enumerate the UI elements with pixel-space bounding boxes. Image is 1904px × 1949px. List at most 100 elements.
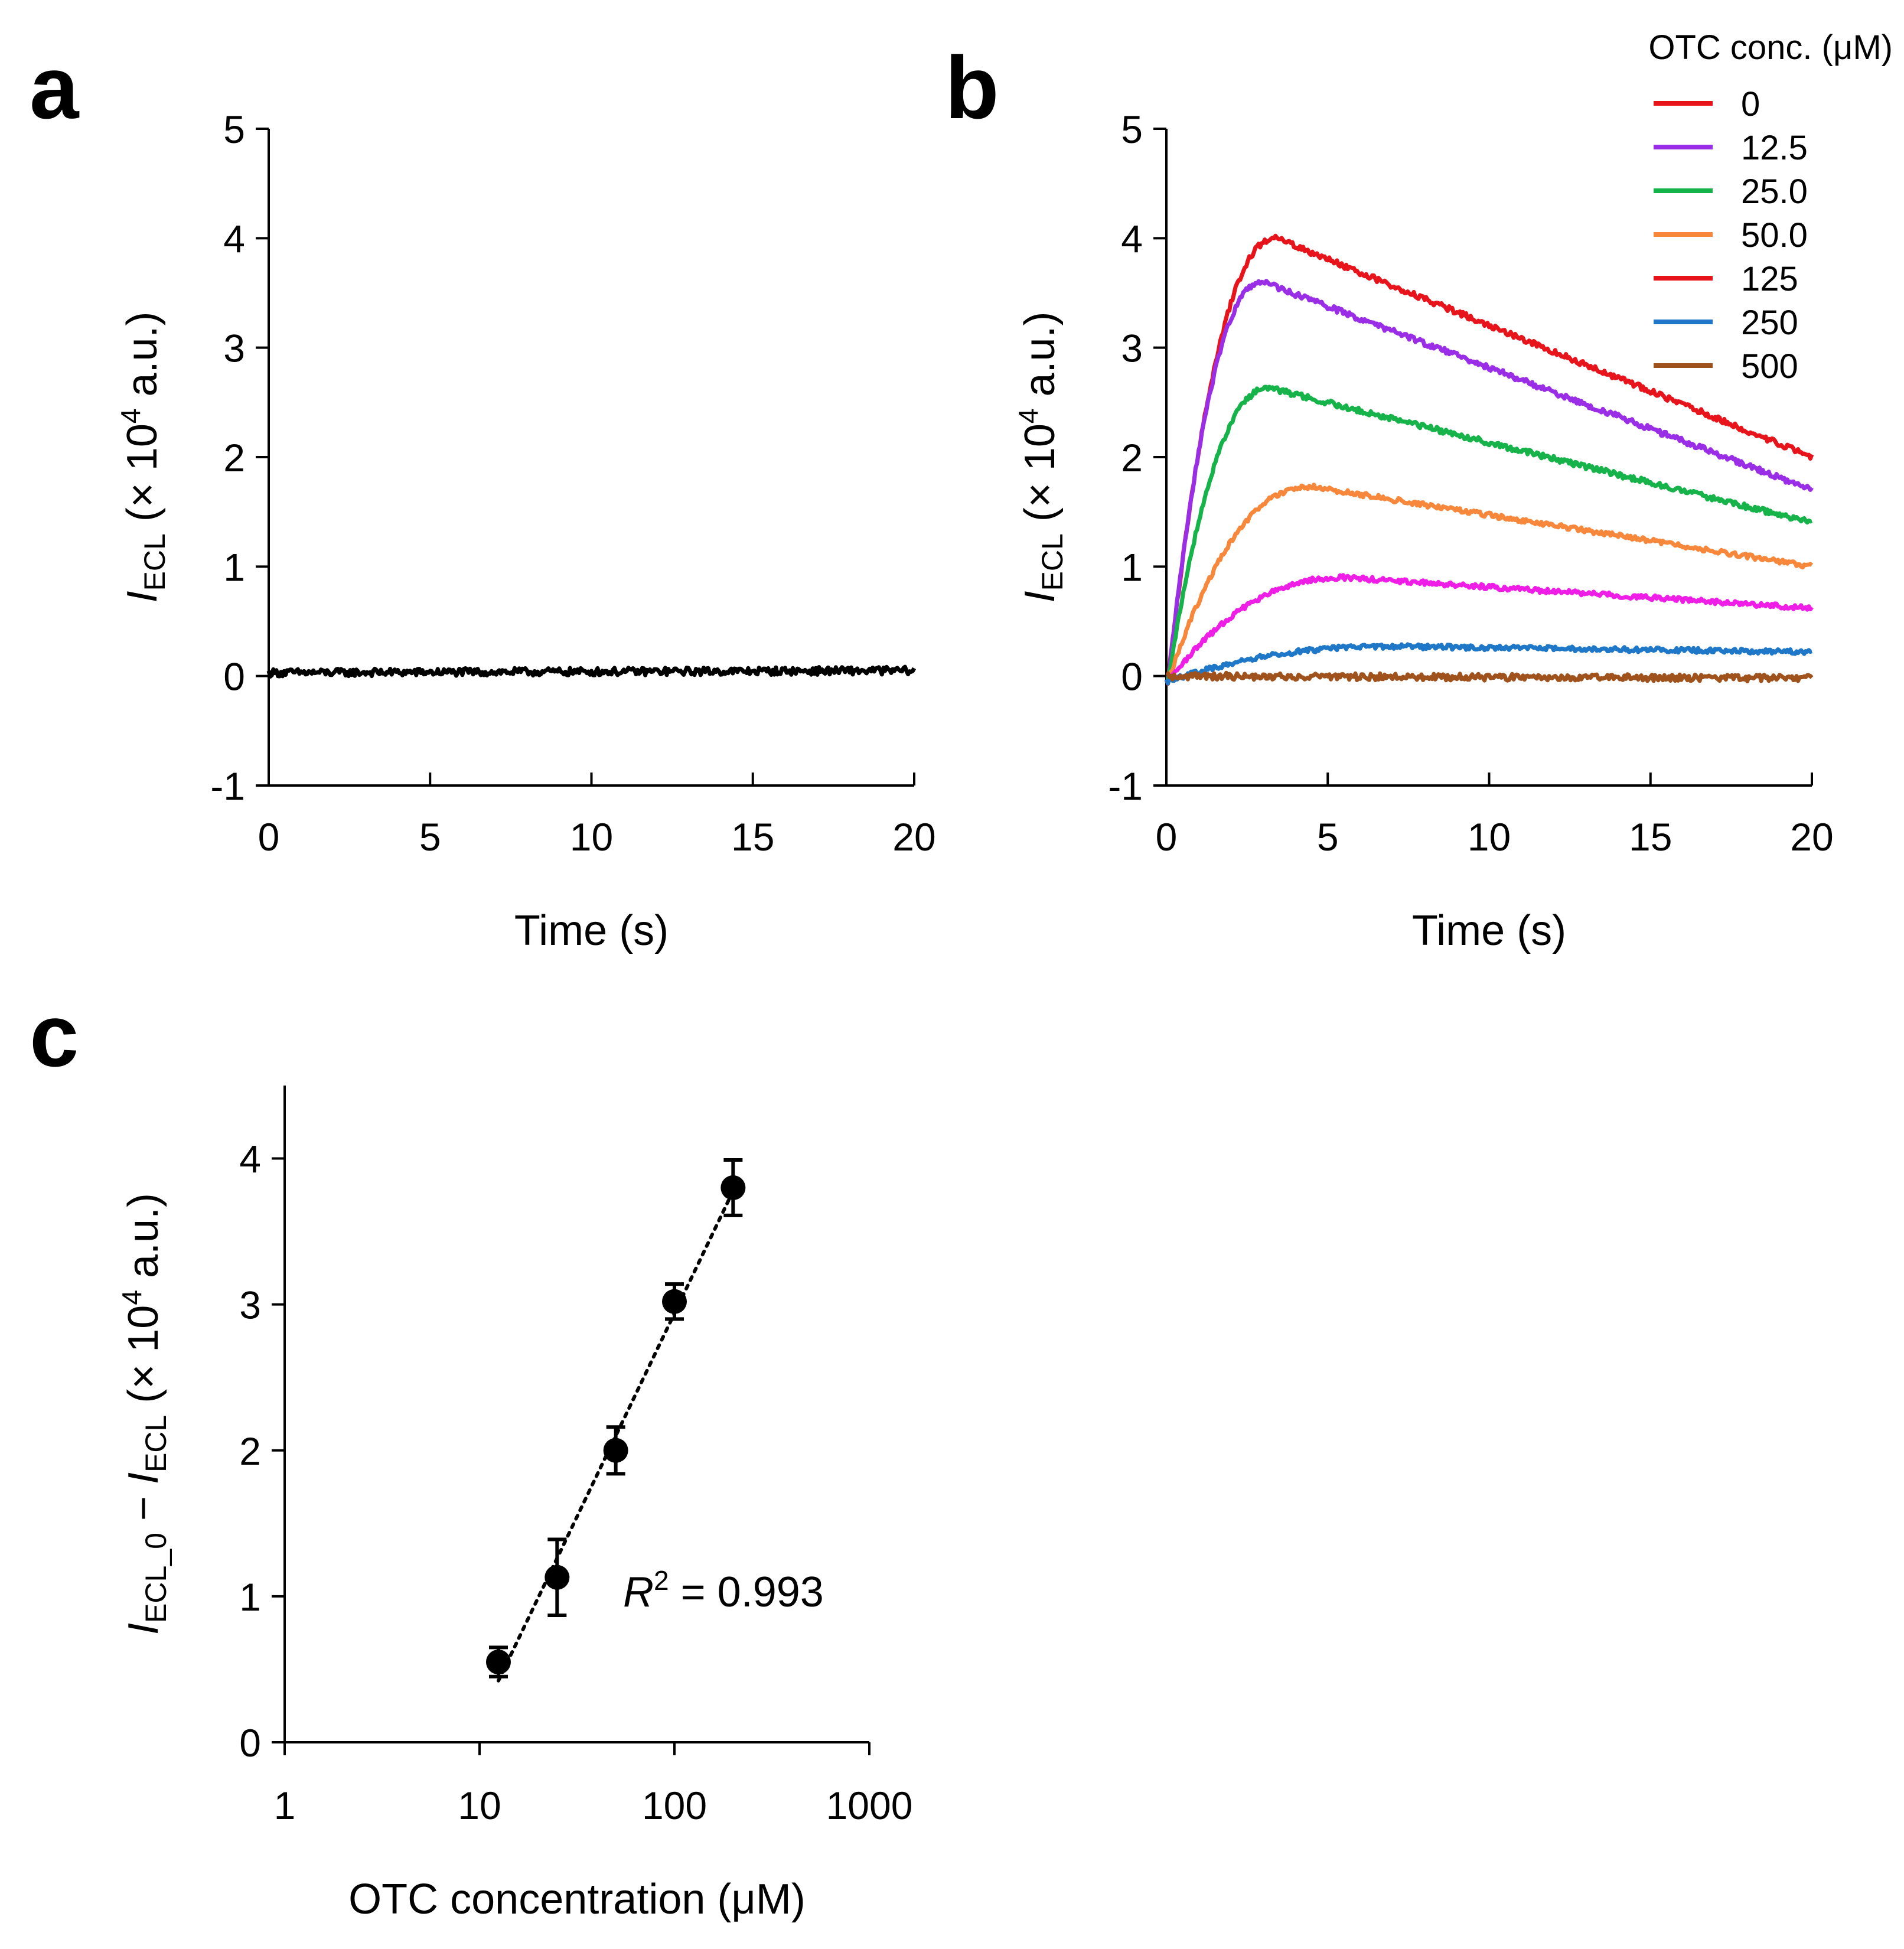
legend-b: OTC conc. (μM) 0 12.5 25.0 50.0 125 250 500 (1648, 28, 1893, 386)
fit-line (496, 1189, 735, 1683)
x-tick-label-a: 10 (570, 815, 613, 859)
y-axis-title-b-sup: 4 (1013, 409, 1044, 424)
r-squared-sup: 2 (654, 1565, 669, 1596)
x-tick-label-c: 100 (642, 1784, 707, 1827)
ticks-b: -1 0 1 2 3 4 5 0 5 10 15 20 (1108, 107, 1833, 859)
x-tick-label-b: 15 (1629, 815, 1672, 859)
r-squared-italic: R (623, 1569, 654, 1616)
y-axis-title-a-italic: I (119, 591, 166, 603)
panel-letter-b: b (945, 38, 999, 137)
y-axis-title-b-rest: (× 10 (1016, 423, 1064, 533)
y-axis-title-c: IECL_0 − IECL (× 104 a.u.) (116, 1193, 172, 1635)
x-axis-title-a: Time (s) (514, 907, 669, 954)
legend-label: 125 (1741, 260, 1798, 298)
data-point (662, 1289, 687, 1314)
x-tick-label-b: 5 (1317, 815, 1339, 859)
series-line-b (1164, 642, 1813, 686)
x-tick-label-a: 20 (892, 815, 935, 859)
axes-a (268, 129, 914, 787)
y-axis-title-b-tail: a.u.) (1016, 311, 1064, 408)
legend-label: 0 (1741, 85, 1760, 123)
data-point (485, 1650, 511, 1675)
y-axis-title-c-rest2: (× 10 (120, 1305, 167, 1415)
y-tick-label-a: -1 (210, 764, 245, 808)
x-tick-label-c: 1000 (826, 1784, 913, 1827)
legend-label: 250 (1741, 304, 1798, 342)
r-squared-rest: = 0.993 (669, 1569, 824, 1616)
x-tick-label-b: 0 (1156, 815, 1178, 859)
y-tick-label-c: 4 (239, 1138, 261, 1181)
y-tick-label-a: 5 (223, 107, 245, 151)
y-axis-title-b: IECL (× 104 a.u.) (1013, 311, 1069, 602)
y-tick-label-a: 3 (223, 327, 245, 370)
y-tick-label-b: 3 (1121, 327, 1143, 370)
legend-label: 50.0 (1741, 216, 1808, 255)
y-tick-label-a: 0 (223, 655, 245, 699)
axes-b (1165, 129, 1812, 787)
y-tick-label-b: -1 (1108, 764, 1143, 808)
series-a (266, 664, 917, 679)
series-line-b (1165, 483, 1814, 684)
y-axis-title-a-sup: 4 (115, 409, 146, 424)
y-tick-label-b: 0 (1121, 655, 1143, 699)
panel-letter-a: a (30, 38, 80, 137)
x-tick-label-a: 5 (419, 815, 441, 859)
legend-label: 25.0 (1741, 172, 1808, 211)
y-tick-label-b: 4 (1121, 217, 1143, 260)
x-tick-label-c: 10 (458, 1784, 501, 1827)
y-axis-title-c-italic2: I (120, 1472, 167, 1484)
y-axis-title-c-rest: − (120, 1484, 167, 1533)
x-tick-label-b: 20 (1790, 815, 1833, 859)
axes-c (283, 1086, 869, 1743)
y-tick-label-c: 2 (239, 1429, 261, 1473)
series-line-b (1165, 384, 1813, 683)
y-tick-label-b: 1 (1121, 545, 1143, 589)
y-axis-title-a-tail: a.u.) (119, 311, 166, 408)
y-axis-title-b-sub: ECL (1036, 533, 1069, 591)
y-tick-label-a: 4 (223, 217, 245, 260)
x-tick-label-c: 1 (274, 1784, 296, 1827)
y-axis-title-c-sup: 4 (116, 1290, 147, 1305)
data-point (603, 1438, 628, 1463)
y-axis-title-c-italic: I (120, 1623, 167, 1635)
y-axis-title-c-sub: ECL_0 (139, 1533, 172, 1623)
y-tick-label-b: 5 (1121, 107, 1143, 151)
y-axis-title-a-sub: ECL (138, 533, 171, 591)
legend-title: OTC conc. (μM) (1648, 28, 1893, 67)
y-axis-title-c-tail: a.u.) (120, 1193, 167, 1290)
series-line-b (1165, 279, 1814, 682)
y-tick-label-a: 2 (223, 436, 245, 480)
data-point (720, 1175, 746, 1200)
series-line-a (266, 664, 917, 679)
legend-label: 500 (1741, 347, 1798, 386)
series-line-b (1164, 573, 1814, 685)
y-tick-label-c: 0 (239, 1721, 261, 1765)
series-line-b (1164, 233, 1814, 686)
series-line-b (1165, 670, 1814, 684)
x-tick-label-a: 0 (258, 815, 280, 859)
x-tick-label-b: 10 (1468, 815, 1511, 859)
x-axis-title-c: OTC concentration (μM) (348, 1876, 806, 1923)
y-axis-title-a: IECL (× 104 a.u.) (115, 311, 171, 602)
y-axis-title-a-rest: (× 10 (119, 423, 166, 533)
legend-label: 12.5 (1741, 129, 1808, 167)
y-tick-label-a: 1 (223, 545, 245, 589)
y-axis-title-b-italic: I (1016, 591, 1064, 603)
fit-line-c (496, 1189, 735, 1683)
ticks-a: -1 0 1 2 3 4 5 0 5 10 15 20 (210, 107, 935, 859)
r-squared-annotation: R2 = 0.993 (623, 1565, 824, 1616)
y-axis-title-c-sub2: ECL (139, 1415, 172, 1472)
x-tick-label-a: 15 (731, 815, 774, 859)
series-b (1164, 233, 1814, 686)
y-tick-label-c: 3 (239, 1283, 261, 1327)
y-tick-label-c: 1 (239, 1575, 261, 1619)
y-tick-label-b: 2 (1121, 436, 1143, 480)
panel-letter-c: c (30, 986, 79, 1085)
data-point (545, 1565, 570, 1590)
points-c (485, 1158, 746, 1679)
